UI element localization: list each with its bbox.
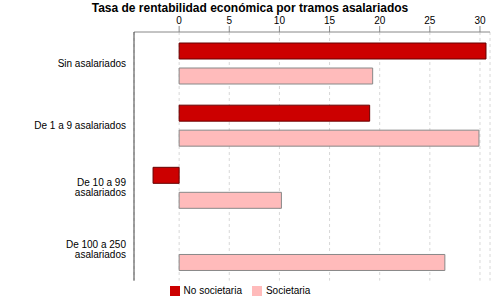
html-text:Tasa de rentabilidad económica: Tasa de rentabilidad económica por tramo… (91, 1, 409, 15)
html-text:No societaria: No societaria (183, 284, 242, 296)
svg-text:25: 25 (424, 15, 436, 26)
svg-text:0: 0 (176, 15, 182, 26)
html-text:Societaria: Societaria (265, 284, 311, 296)
svg-text:5: 5 (226, 15, 232, 26)
svg-text:10: 10 (274, 15, 286, 26)
svg-text:De 100 a 250asalariados: De 100 a 250asalariados (66, 239, 126, 260)
svg-text:20: 20 (374, 15, 386, 26)
svg-text:30: 30 (474, 15, 486, 26)
svg-text:De 1 a 9 asalariados: De 1 a 9 asalariados (34, 120, 126, 131)
svg-text:De 10 a 99asalariados: De 10 a 99asalariados (75, 177, 127, 198)
svg-text:15: 15 (324, 15, 336, 26)
svg-text:Sin asalariados: Sin asalariados (58, 58, 126, 69)
